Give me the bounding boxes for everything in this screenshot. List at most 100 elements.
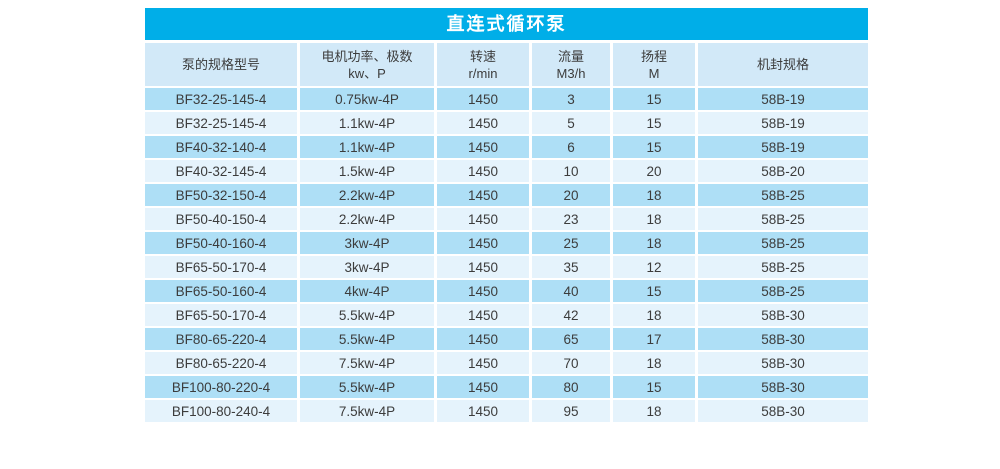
table-cell: 1450 bbox=[437, 376, 532, 400]
table-cell: 58B-19 bbox=[698, 112, 868, 136]
table-cell: 0.75kw-4P bbox=[300, 88, 437, 112]
table-cell: 1450 bbox=[437, 136, 532, 160]
table-cell: 1450 bbox=[437, 88, 532, 112]
table-cell: 1450 bbox=[437, 160, 532, 184]
table-row: BF100-80-220-4 5.5kw-4P 1450 80 15 58B-30 bbox=[145, 376, 868, 400]
table-cell: 15 bbox=[613, 88, 698, 112]
col-header-line: 扬程 bbox=[640, 48, 667, 64]
table-cell: 58B-30 bbox=[698, 328, 868, 352]
table-cell: 58B-20 bbox=[698, 160, 868, 184]
table-cell: 1450 bbox=[437, 184, 532, 208]
table-cell: 4kw-4P bbox=[300, 280, 437, 304]
col-header-line: r/min bbox=[468, 65, 498, 81]
table-cell: BF50-40-150-4 bbox=[145, 208, 300, 232]
table-cell: BF40-32-140-4 bbox=[145, 136, 300, 160]
header-row: 泵的规格型号 电机功率、极数 kw、P 转速 r/min 流量 M3/h bbox=[145, 43, 868, 88]
table-cell: 1450 bbox=[437, 304, 532, 328]
table-cell: 1.1kw-4P bbox=[300, 112, 437, 136]
col-header-line: 泵的规格型号 bbox=[181, 57, 260, 72]
table-cell: 58B-19 bbox=[698, 136, 868, 160]
table-cell: 15 bbox=[613, 376, 698, 400]
col-header-seal: 机封规格 bbox=[698, 43, 868, 88]
table-row: BF50-40-150-4 2.2kw-4P 1450 23 18 58B-25 bbox=[145, 208, 868, 232]
table-row: BF100-80-240-4 7.5kw-4P 1450 95 18 58B-30 bbox=[145, 400, 868, 424]
table-cell: 5.5kw-4P bbox=[300, 328, 437, 352]
table-cell: 2.2kw-4P bbox=[300, 184, 437, 208]
table-row: BF40-32-145-4 1.5kw-4P 1450 10 20 58B-20 bbox=[145, 160, 868, 184]
table-cell: 18 bbox=[613, 184, 698, 208]
table-cell: 20 bbox=[613, 160, 698, 184]
table-cell: BF65-50-170-4 bbox=[145, 304, 300, 328]
col-header-line: 转速 bbox=[469, 48, 496, 64]
table-cell: 2.2kw-4P bbox=[300, 208, 437, 232]
table-cell: 23 bbox=[532, 208, 613, 232]
table-cell: 25 bbox=[532, 232, 613, 256]
table-cell: BF80-65-220-4 bbox=[145, 328, 300, 352]
table-row: BF50-40-160-4 3kw-4P 1450 25 18 58B-25 bbox=[145, 232, 868, 256]
table-cell: 1450 bbox=[437, 112, 532, 136]
table-row: BF32-25-145-4 1.1kw-4P 1450 5 15 58B-19 bbox=[145, 112, 868, 136]
table-cell: 42 bbox=[532, 304, 613, 328]
col-header-line: 机封规格 bbox=[756, 57, 809, 72]
table-cell: 18 bbox=[613, 304, 698, 328]
table-cell: 5.5kw-4P bbox=[300, 376, 437, 400]
pump-spec-panel: 直连式循环泵 泵的规格型号 电机功率、极数 kw、P 转速 r/min bbox=[145, 8, 868, 424]
table-cell: 20 bbox=[532, 184, 613, 208]
table-row: BF80-65-220-4 7.5kw-4P 1450 70 18 58B-30 bbox=[145, 352, 868, 376]
table-cell: 70 bbox=[532, 352, 613, 376]
table-row: BF32-25-145-4 0.75kw-4P 1450 3 15 58B-19 bbox=[145, 88, 868, 112]
table-cell: 18 bbox=[613, 352, 698, 376]
table-cell: 1450 bbox=[437, 208, 532, 232]
table-row: BF65-50-170-4 5.5kw-4P 1450 42 18 58B-30 bbox=[145, 304, 868, 328]
col-header-motor-power: 电机功率、极数 kw、P bbox=[300, 43, 437, 88]
table-cell: 58B-30 bbox=[698, 376, 868, 400]
table-cell: BF40-32-145-4 bbox=[145, 160, 300, 184]
table-row: BF65-50-170-4 3kw-4P 1450 35 12 58B-25 bbox=[145, 256, 868, 280]
table-row: BF40-32-140-4 1.1kw-4P 1450 6 15 58B-19 bbox=[145, 136, 868, 160]
table-cell: 3kw-4P bbox=[300, 256, 437, 280]
table-body: BF32-25-145-4 0.75kw-4P 1450 3 15 58B-19 BF32-… bbox=[145, 88, 868, 424]
col-header-speed: 转速 r/min bbox=[437, 43, 532, 88]
table-cell: 18 bbox=[613, 232, 698, 256]
table-cell: 35 bbox=[532, 256, 613, 280]
table-cell: 1450 bbox=[437, 400, 532, 424]
table-cell: 17 bbox=[613, 328, 698, 352]
table-cell: BF100-80-220-4 bbox=[145, 376, 300, 400]
col-header-line: kw、P bbox=[348, 65, 386, 81]
table-cell: 58B-19 bbox=[698, 88, 868, 112]
table-cell: 6 bbox=[532, 136, 613, 160]
table-cell: 58B-30 bbox=[698, 352, 868, 376]
table-cell: 1450 bbox=[437, 256, 532, 280]
table-cell: 15 bbox=[613, 280, 698, 304]
col-header-line: 电机功率、极数 bbox=[321, 48, 413, 64]
table-cell: 1450 bbox=[437, 232, 532, 256]
table-cell: 5.5kw-4P bbox=[300, 304, 437, 328]
pump-spec-table: 泵的规格型号 电机功率、极数 kw、P 转速 r/min 流量 M3/h bbox=[145, 43, 868, 424]
table-cell: BF32-25-145-4 bbox=[145, 88, 300, 112]
table-cell: BF50-32-150-4 bbox=[145, 184, 300, 208]
table-cell: BF100-80-240-4 bbox=[145, 400, 300, 424]
table-cell: 15 bbox=[613, 112, 698, 136]
table-cell: 58B-25 bbox=[698, 184, 868, 208]
table-title: 直连式循环泵 bbox=[145, 8, 868, 40]
table-row: BF80-65-220-4 5.5kw-4P 1450 65 17 58B-30 bbox=[145, 328, 868, 352]
table-cell: 58B-25 bbox=[698, 232, 868, 256]
table-cell: 58B-25 bbox=[698, 280, 868, 304]
col-header-line: M bbox=[648, 65, 660, 81]
col-header-model: 泵的规格型号 bbox=[145, 43, 300, 88]
col-header-line: M3/h bbox=[556, 65, 586, 81]
table-cell: 18 bbox=[613, 400, 698, 424]
table-cell: 1450 bbox=[437, 352, 532, 376]
table-cell: 18 bbox=[613, 208, 698, 232]
table-cell: 7.5kw-4P bbox=[300, 352, 437, 376]
table-cell: 15 bbox=[613, 136, 698, 160]
table-cell: 58B-30 bbox=[698, 304, 868, 328]
table-cell: 58B-25 bbox=[698, 208, 868, 232]
table-cell: BF32-25-145-4 bbox=[145, 112, 300, 136]
table-cell: 7.5kw-4P bbox=[300, 400, 437, 424]
table-cell: 58B-30 bbox=[698, 400, 868, 424]
table-row: BF65-50-160-4 4kw-4P 1450 40 15 58B-25 bbox=[145, 280, 868, 304]
col-header-head: 扬程 M bbox=[613, 43, 698, 88]
table-cell: 65 bbox=[532, 328, 613, 352]
